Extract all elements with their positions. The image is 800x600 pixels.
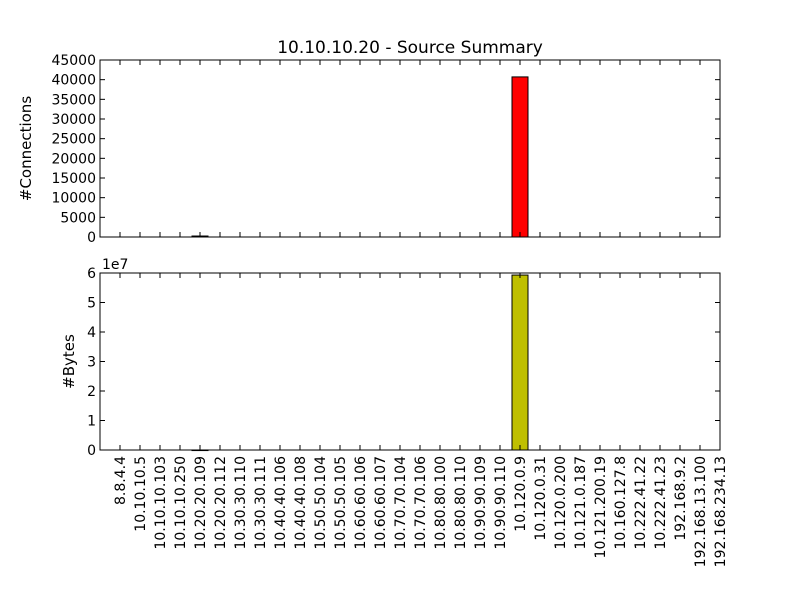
x-tick-label: 10.60.60.107 [373,456,389,550]
x-axis-tick-labels: 8.8.4.4 10.10.10.5 10.10.10.103 10.10.10.25… [113,456,729,567]
bar-10-120-0-9 [511,76,529,238]
y-tick-label: 45000 [51,53,96,69]
y-tick-label: 6 [87,266,96,282]
y-tick-label: 1 [87,414,96,430]
y-tick-label: 5000 [60,210,96,226]
plot-frame [99,59,721,238]
y-tick-label: 2 [87,384,96,400]
x-tick-label: 10.70.70.106 [413,456,429,550]
x-tick-label: 10.80.80.110 [453,456,469,550]
x-tick-label: 192.168.9.2 [673,456,689,541]
y-tick-label: 25000 [51,132,96,148]
x-tick-label: 10.30.30.110 [233,456,249,550]
x-tick-label: 10.160.127.8 [613,456,629,550]
x-tick-label: 10.50.50.105 [333,456,349,550]
y-tick-label: 35000 [51,92,96,108]
y-tick-label: 4 [87,325,96,341]
x-tick-label: 10.60.60.106 [353,456,369,550]
bar-10-120-0-9 [511,274,529,451]
y-tick-label: 20000 [51,151,96,167]
x-tick-label: 10.90.90.110 [493,456,509,550]
x-tick-label: 10.10.10.250 [173,456,189,550]
y-axis-label: #Connections [17,96,35,201]
x-tick-label: 10.222.41.22 [633,456,649,550]
y-tick-label: 5 [87,296,96,312]
y-tick-label: 30000 [51,112,96,128]
x-tick-label: 10.10.10.5 [133,456,149,532]
x-tick-label: 10.20.20.109 [193,456,209,550]
y-scale-label: 1e7 [102,257,128,273]
x-tick-label: 10.40.40.108 [293,456,309,550]
y-tick-label: 0 [87,443,96,459]
x-tick-label: 10.120.0.200 [553,456,569,550]
plot-frame [99,272,721,451]
x-tick-label: 10.80.80.100 [433,456,449,550]
x-tick-label: 10.30.30.111 [253,456,269,550]
x-tick-label: 10.10.10.103 [153,456,169,550]
x-tick-label: 10.50.50.104 [313,456,329,550]
x-tick-label: 10.121.0.187 [573,456,589,550]
x-tick-label: 10.90.90.109 [473,456,489,550]
x-tick-label: 10.70.70.104 [393,456,409,550]
x-tick-label: 192.168.13.100 [693,456,709,567]
x-tick-label: 10.40.40.106 [273,456,289,550]
x-tick-label: 8.8.4.4 [113,456,129,505]
y-tick-label: 10000 [51,191,96,207]
x-tick-label: 10.120.0.31 [533,456,549,541]
x-tick-label: 10.222.41.23 [653,456,669,550]
x-tick-label: 192.168.234.13 [713,456,729,567]
chart-title: 10.10.10.20 - Source Summary [277,38,543,58]
bytes-panel: 0 1 2 3 4 5 6 #Bytes 1e7 [60,257,721,459]
y-axis-label: #Bytes [60,334,78,389]
x-tick-label: 10.120.0.9 [513,456,529,532]
y-tick-label: 15000 [51,171,96,187]
y-tick-label: 40000 [51,73,96,89]
x-tick-label: 10.20.20.112 [213,456,229,550]
y-tick-label: 0 [87,230,96,246]
y-tick-label: 3 [87,355,96,371]
connections-panel: 0 5000 10000 15000 20000 25000 30000 35000 40000… [17,53,721,246]
x-tick-label: 10.121.200.19 [593,456,609,558]
